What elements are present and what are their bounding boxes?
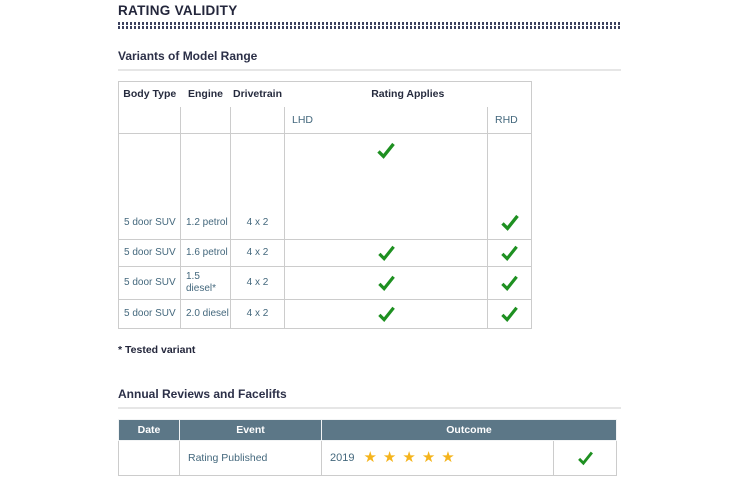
approved-check-cell: [552, 440, 618, 476]
variants-section-heading: Variants of Model Range: [118, 49, 258, 63]
column-header-event: Event: [179, 419, 322, 441]
check-icon: [377, 245, 396, 261]
column-header-rhd: RHD: [487, 106, 532, 134]
column-header-rating-applies: Rating Applies: [371, 88, 445, 101]
column-header-drivetrain: Drivetrain: [232, 88, 283, 101]
reviews-table: Date Event Outcome Rating Published 2019…: [118, 419, 618, 476]
reviews-header-row: Date Event Outcome: [118, 419, 618, 441]
variants-table: Body Type Engine Drivetrain Rating Appli…: [118, 81, 532, 329]
drivetrain-cell: 4 x 2: [230, 266, 285, 300]
check-icon: [376, 142, 396, 159]
outcome-cell: 2019 ★★★★★: [321, 440, 554, 476]
subheader-empty: [180, 106, 231, 134]
variants-header-row: Body Type Engine Drivetrain Rating Appli…: [119, 82, 532, 107]
body-type-cell: 5 door SUV: [118, 239, 181, 267]
check-icon: [500, 306, 519, 322]
rhd-check-cell: [487, 239, 532, 267]
subheader-empty: [118, 106, 181, 134]
subheader-empty: [230, 106, 285, 134]
drivetrain-cell: 4 x 2: [230, 239, 285, 267]
star-rating: ★★★★★: [363, 448, 461, 466]
drivetrain-cell: 4 x 2: [230, 299, 285, 329]
engine-cell: 1.5 diesel*: [180, 266, 231, 300]
variant-row: 5 door SUV 1.2 petrol 4 x 2: [118, 133, 532, 240]
column-header-body-type: Body Type: [123, 88, 177, 101]
column-header-engine: Engine: [187, 88, 223, 101]
tested-variant-footnote: * Tested variant: [118, 344, 196, 356]
check-icon: [500, 275, 519, 291]
page-title: RATING VALIDITY: [118, 3, 238, 18]
column-header-date: Date: [118, 419, 180, 441]
section-rule: [118, 69, 621, 71]
check-icon: [377, 275, 396, 291]
variants-subheader-row: LHD RHD: [118, 106, 532, 134]
date-cell: [118, 440, 180, 476]
variant-row: 5 door SUV 1.5 diesel* 4 x 2: [118, 266, 532, 300]
rhd-check-cell: [487, 133, 532, 240]
check-icon: [377, 306, 396, 322]
drivetrain-cell: 4 x 2: [230, 133, 285, 240]
engine-cell: 2.0 diesel: [180, 299, 231, 329]
section-rule: [118, 407, 621, 409]
review-row: Rating Published 2019 ★★★★★: [118, 440, 618, 476]
check-icon: [500, 245, 519, 261]
outcome-year: 2019: [330, 452, 355, 464]
engine-cell: 1.2 petrol: [180, 133, 231, 240]
lhd-check-cell: [284, 266, 488, 300]
page-content: RATING VALIDITY Variants of Model Range …: [118, 0, 621, 476]
lhd-check-cell: [284, 133, 488, 240]
check-icon: [500, 214, 520, 231]
lhd-check-cell: [284, 239, 488, 267]
lhd-check-cell: [284, 299, 488, 329]
reviews-section-heading: Annual Reviews and Facelifts: [118, 387, 287, 401]
variant-row: 5 door SUV 1.6 petrol 4 x 2: [118, 239, 532, 267]
body-type-cell: 5 door SUV: [118, 299, 181, 329]
event-cell: Rating Published: [179, 440, 322, 476]
rhd-check-cell: [487, 299, 532, 329]
check-icon: [577, 451, 594, 465]
engine-cell: 1.6 petrol: [180, 239, 231, 267]
dotted-separator: [118, 22, 621, 29]
body-type-cell: 5 door SUV: [118, 266, 181, 300]
column-header-lhd: LHD: [284, 106, 488, 134]
variant-row: 5 door SUV 2.0 diesel 4 x 2: [118, 299, 532, 329]
column-header-outcome: Outcome: [320, 419, 618, 441]
body-type-cell: 5 door SUV: [118, 133, 181, 240]
rhd-check-cell: [487, 266, 532, 300]
